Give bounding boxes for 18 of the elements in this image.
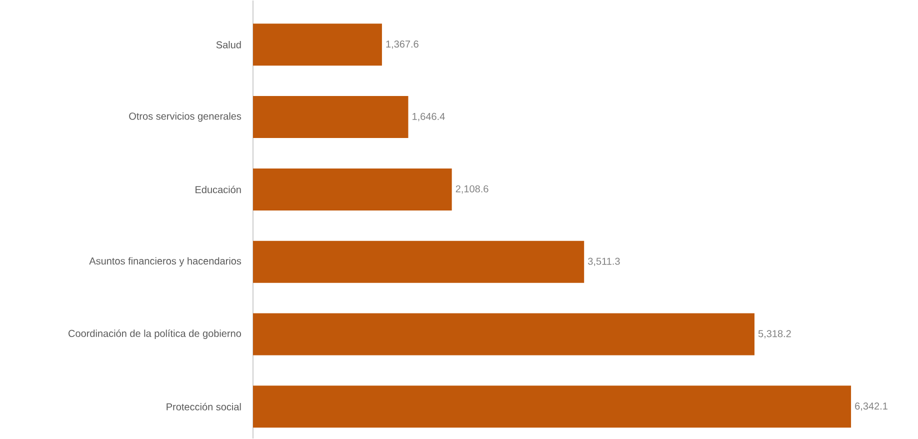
data-label: 1,646.4 <box>412 112 445 122</box>
bar <box>253 168 452 210</box>
data-label: 2,108.6 <box>456 185 488 194</box>
y-tick-label: Asuntos financieros y hacendarios <box>89 257 242 267</box>
y-tick-label: Salud <box>216 40 241 48</box>
data-label: 1,367.6 <box>386 40 418 49</box>
y-tick-label: Educación <box>196 186 241 194</box>
bar <box>253 96 408 138</box>
y-tick-label: Coordinación de la política de gobierno <box>68 330 242 339</box>
data-label: 6,342.1 <box>855 402 888 411</box>
y-tick-label: Protección social <box>166 402 241 410</box>
data-label: 5,318.2 <box>758 330 791 338</box>
bar <box>253 24 382 66</box>
y-tick-label: Otros servicios generales <box>129 112 242 122</box>
bar <box>253 313 754 356</box>
bar <box>253 386 852 428</box>
data-label: 3,511.3 <box>588 258 620 266</box>
bar <box>253 240 584 283</box>
